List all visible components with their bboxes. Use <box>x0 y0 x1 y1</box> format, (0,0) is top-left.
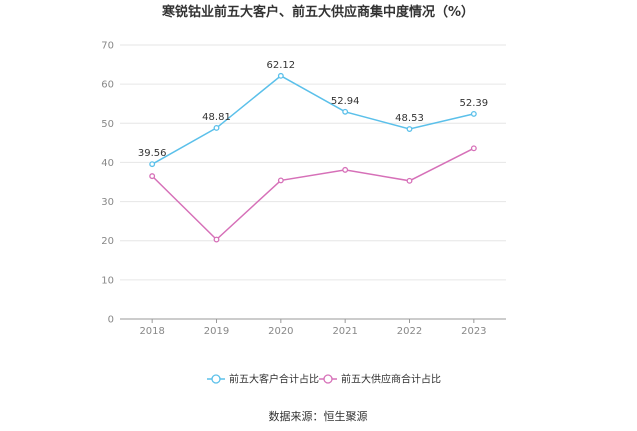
x-tick-label: 2021 <box>332 326 357 337</box>
legend-item-1[interactable]: 前五大供应商合计占比 <box>319 373 441 386</box>
series-line-0 <box>151 74 474 165</box>
grid-lines <box>120 44 506 281</box>
chart-title: 寒锐钴业前五大客户、前五大供应商集中度情况（%） <box>161 4 474 20</box>
data-point[interactable] <box>342 108 349 115</box>
data-point[interactable] <box>277 177 284 184</box>
y-tick-label: 40 <box>101 158 114 169</box>
source-note: 数据来源：恒生聚源 <box>269 409 368 423</box>
data-point[interactable] <box>277 72 284 79</box>
data-label: 48.53 <box>395 113 424 124</box>
y-tick-label: 30 <box>101 197 114 208</box>
y-tick-label: 0 <box>108 315 114 326</box>
legend[interactable]: 前五大客户合计占比 前五大供应商合计占比 <box>207 373 441 386</box>
data-label: 52.39 <box>460 98 489 109</box>
x-tick-label: 2018 <box>139 326 164 337</box>
y-tick-label: 10 <box>101 275 114 286</box>
x-tick-label: 2020 <box>268 326 293 337</box>
data-point[interactable] <box>213 124 220 131</box>
data-point[interactable] <box>149 161 156 168</box>
data-labels: 39.56 48.81 62.12 52.94 48.53 52.39 <box>138 60 488 159</box>
y-tick-label: 50 <box>101 119 114 130</box>
data-point[interactable] <box>470 145 477 152</box>
data-point[interactable] <box>213 236 220 243</box>
legend-label: 前五大供应商合计占比 <box>341 373 441 386</box>
data-label: 62.12 <box>267 60 296 71</box>
data-point[interactable] <box>149 173 156 180</box>
data-label: 52.94 <box>331 96 360 107</box>
legend-marker <box>211 374 221 384</box>
data-point[interactable] <box>406 177 413 184</box>
data-point[interactable] <box>342 166 349 173</box>
data-point[interactable] <box>470 110 477 117</box>
x-tick-label: 2022 <box>397 326 422 337</box>
series-line-1 <box>151 147 475 241</box>
x-tick-label: 2019 <box>204 326 229 337</box>
x-tick-label: 2023 <box>461 326 486 337</box>
data-label: 48.81 <box>202 112 231 123</box>
y-tick-label: 20 <box>101 236 114 247</box>
data-point[interactable] <box>406 126 413 132</box>
data-label: 39.56 <box>138 148 167 159</box>
y-tick-label: 60 <box>101 80 114 91</box>
y-tick-label: 70 <box>101 41 114 52</box>
axes: 0 10 20 30 40 50 60 70 2018 2019 2020 2021 2022 2023 <box>101 41 506 337</box>
legend-marker <box>323 374 333 384</box>
legend-item-0[interactable]: 前五大客户合计占比 <box>207 373 319 386</box>
legend-label: 前五大客户合计占比 <box>229 373 319 386</box>
series <box>149 72 477 243</box>
